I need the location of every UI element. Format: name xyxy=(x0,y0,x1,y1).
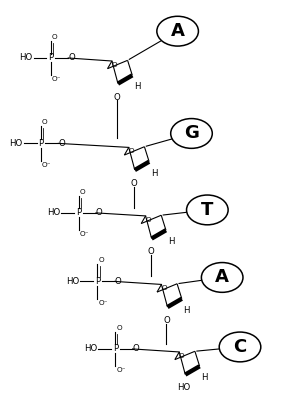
Text: O: O xyxy=(68,54,75,62)
Text: HO: HO xyxy=(177,384,190,393)
Text: O⁻: O⁻ xyxy=(42,162,51,168)
Text: H: H xyxy=(134,82,140,91)
Text: G: G xyxy=(184,124,199,143)
Text: P: P xyxy=(48,54,53,62)
Text: A: A xyxy=(215,268,229,287)
Text: P: P xyxy=(95,277,100,286)
Text: O: O xyxy=(112,62,117,68)
Text: O: O xyxy=(42,119,47,125)
Text: H: H xyxy=(168,237,174,246)
Text: O: O xyxy=(80,189,85,195)
Text: O: O xyxy=(147,247,154,256)
Ellipse shape xyxy=(157,16,198,46)
Text: O: O xyxy=(161,285,167,291)
Ellipse shape xyxy=(171,119,212,148)
Text: HO: HO xyxy=(47,208,60,218)
Text: C: C xyxy=(234,338,247,356)
Text: O⁻: O⁻ xyxy=(52,76,61,82)
Text: O: O xyxy=(96,208,103,218)
Text: O: O xyxy=(128,148,134,154)
Text: O: O xyxy=(52,34,58,40)
Text: H: H xyxy=(183,306,190,315)
Text: O: O xyxy=(133,345,139,353)
Text: O: O xyxy=(98,257,104,263)
Text: O: O xyxy=(115,277,121,286)
Text: O: O xyxy=(114,93,120,102)
Text: P: P xyxy=(38,139,44,148)
Ellipse shape xyxy=(201,262,243,292)
Text: O: O xyxy=(163,316,170,325)
Text: H: H xyxy=(201,373,208,382)
Text: O⁻: O⁻ xyxy=(98,300,108,306)
Text: H: H xyxy=(151,169,157,177)
Text: A: A xyxy=(171,22,185,40)
Text: O⁻: O⁻ xyxy=(80,231,89,237)
Text: HO: HO xyxy=(84,345,97,353)
Text: P: P xyxy=(113,345,118,353)
Text: O⁻: O⁻ xyxy=(116,367,126,373)
Text: O: O xyxy=(116,325,122,331)
Text: P: P xyxy=(76,208,81,218)
Text: HO: HO xyxy=(19,54,33,62)
Text: HO: HO xyxy=(66,277,79,286)
Text: O: O xyxy=(130,179,137,188)
Ellipse shape xyxy=(219,332,261,362)
Text: HO: HO xyxy=(10,139,23,148)
Text: O: O xyxy=(145,217,151,223)
Text: O: O xyxy=(58,139,65,148)
Text: O: O xyxy=(179,353,185,359)
Text: T: T xyxy=(201,201,214,219)
Ellipse shape xyxy=(187,195,228,225)
